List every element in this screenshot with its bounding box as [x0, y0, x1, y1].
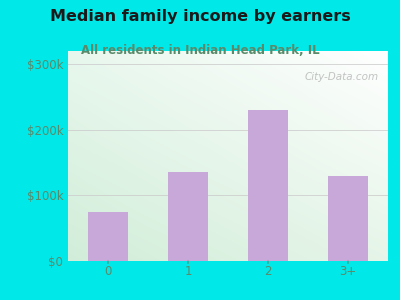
Bar [248, 110, 288, 261]
Bar [328, 176, 368, 261]
Bar [88, 212, 128, 261]
Bar [168, 172, 208, 261]
Text: Median family income by earners: Median family income by earners [50, 9, 350, 24]
Text: All residents in Indian Head Park, IL: All residents in Indian Head Park, IL [81, 44, 319, 56]
Text: City-Data.com: City-Data.com [304, 72, 378, 82]
